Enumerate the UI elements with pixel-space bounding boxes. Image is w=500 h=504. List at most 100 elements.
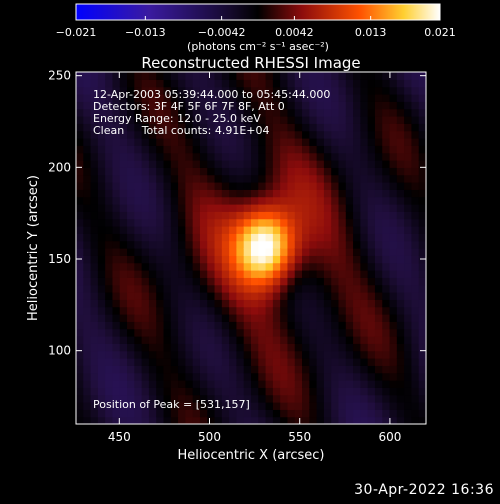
heatmap-cell	[309, 306, 318, 315]
heatmap-cell	[411, 240, 420, 249]
heatmap-cell	[148, 402, 157, 410]
heatmap-cell	[367, 79, 376, 88]
heatmap-cell	[258, 336, 267, 344]
heatmap-cell	[367, 336, 376, 344]
heatmap-cell	[236, 358, 245, 366]
heatmap-cell	[396, 328, 405, 337]
heatmap-cell	[309, 145, 318, 154]
heatmap-cell	[265, 138, 274, 146]
heatmap-cell	[294, 343, 303, 352]
heatmap-cell	[90, 292, 99, 300]
heatmap-cell	[323, 174, 332, 183]
heatmap-cell	[207, 130, 216, 139]
heatmap-cell	[105, 211, 114, 220]
heatmap-cell	[418, 218, 426, 227]
heatmap-cell	[382, 226, 391, 234]
heatmap-cell	[251, 145, 259, 154]
heatmap-cell	[411, 277, 420, 286]
heatmap-cell	[338, 299, 347, 308]
heatmap-cell	[76, 416, 84, 424]
heatmap-cell	[214, 365, 223, 374]
heatmap-cell	[90, 380, 99, 388]
heatmap-cell	[148, 108, 157, 117]
heatmap-cell	[83, 211, 92, 220]
heatmap-cell	[185, 79, 194, 88]
heatmap-cell	[148, 160, 157, 168]
heatmap-cell	[258, 72, 267, 80]
heatmap-cell	[280, 402, 289, 410]
heatmap-cell	[236, 189, 245, 198]
heatmap-cell	[97, 292, 106, 300]
colorbar-tick-label: −0.0042	[198, 26, 246, 39]
heatmap-cell	[404, 277, 413, 286]
heatmap-cell	[287, 343, 296, 352]
heatmap-cell	[112, 130, 121, 139]
heatmap-cell	[404, 306, 413, 315]
heatmap-cell	[90, 226, 99, 234]
heatmap-cell	[221, 182, 230, 190]
heatmap-cell	[178, 123, 186, 132]
heatmap-cell	[345, 321, 354, 330]
heatmap-cell	[134, 262, 143, 271]
heatmap-cell	[236, 138, 245, 146]
heatmap-cell	[265, 101, 274, 110]
heatmap-cell	[258, 328, 267, 337]
heatmap-cell	[287, 218, 296, 227]
heatmap-cell	[353, 402, 361, 410]
heatmap-cell	[97, 380, 106, 388]
heatmap-cell	[170, 394, 179, 403]
heatmap-cell	[302, 372, 310, 381]
heatmap-cell	[309, 328, 318, 337]
heatmap-cell	[331, 108, 340, 117]
heatmap-cell	[185, 152, 194, 161]
heatmap-cell	[105, 255, 114, 264]
heatmap-cell	[265, 72, 274, 80]
heatmap-cell	[236, 130, 245, 139]
heatmap-cell	[76, 218, 84, 227]
heatmap-cell	[178, 343, 186, 352]
heatmap-cell	[367, 350, 376, 359]
heatmap-cell	[90, 130, 99, 139]
heatmap-cell	[411, 262, 420, 271]
heatmap-cell	[345, 167, 354, 176]
heatmap-cell	[90, 416, 99, 424]
annotation-time-range: 12-Apr-2003 05:39:44.000 to 05:45:44.000	[93, 88, 330, 101]
heatmap-cell	[382, 101, 391, 110]
heatmap-cell	[360, 218, 369, 227]
heatmap-cell	[141, 86, 150, 95]
heatmap-cell	[251, 182, 259, 190]
heatmap-cell	[199, 138, 208, 146]
heatmap-cell	[251, 233, 259, 242]
heatmap-cell	[272, 145, 281, 154]
heatmap-cell	[418, 314, 426, 322]
heatmap-cell	[316, 145, 325, 154]
heatmap-cell	[148, 262, 157, 271]
heatmap-cell	[178, 72, 186, 80]
heatmap-cell	[134, 284, 143, 293]
heatmap-cell	[170, 101, 179, 110]
heatmap-cell	[338, 292, 347, 300]
heatmap-cell	[316, 336, 325, 344]
heatmap-cell	[134, 94, 143, 102]
heatmap-cell	[192, 372, 201, 381]
heatmap-cell	[287, 372, 296, 381]
heatmap-cell	[316, 416, 325, 424]
heatmap-cell	[404, 174, 413, 183]
heatmap-cell	[323, 372, 332, 381]
heatmap-cell	[418, 248, 426, 256]
heatmap-cell	[105, 270, 114, 278]
heatmap-cell	[309, 358, 318, 366]
heatmap-cell	[353, 101, 361, 110]
heatmap-cell	[83, 306, 92, 315]
heatmap-cell	[127, 218, 135, 227]
heatmap-cell	[316, 402, 325, 410]
heatmap-cell	[127, 277, 135, 286]
heatmap-cell	[192, 416, 201, 424]
heatmap-cell	[316, 233, 325, 242]
heatmap-cell	[148, 409, 157, 418]
heatmap-cell	[192, 336, 201, 344]
heatmap-cell	[360, 86, 369, 95]
heatmap-cell	[411, 160, 420, 168]
heatmap-cell	[97, 130, 106, 139]
heatmap-cell	[134, 152, 143, 161]
